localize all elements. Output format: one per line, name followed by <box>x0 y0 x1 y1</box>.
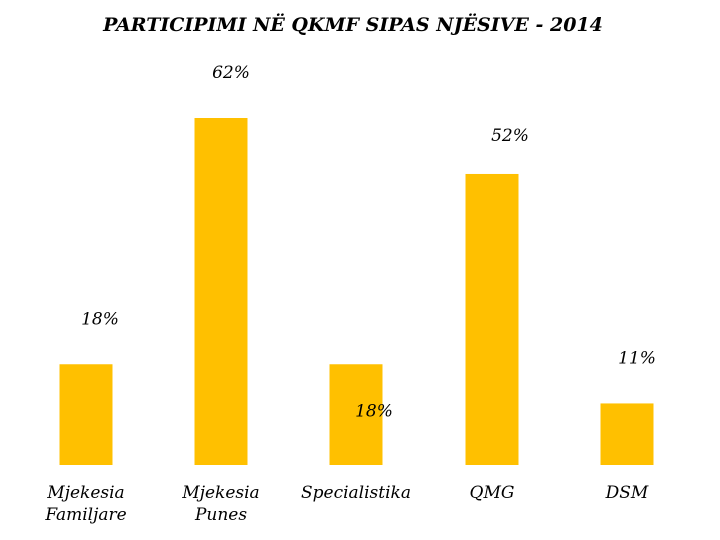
category-label-3: QMG <box>470 483 515 503</box>
bar-4 <box>600 403 654 465</box>
category-label-0: Mjekesia Familjare <box>44 483 126 525</box>
bars-group <box>59 118 654 465</box>
data-label-3: 52% <box>491 126 529 146</box>
bar-0 <box>59 364 113 465</box>
category-labels-group: Mjekesia Familjare Mjekesia Punes Specialist… <box>44 483 649 525</box>
category-label-4: DSM <box>605 483 649 503</box>
data-label-2: 18% <box>355 401 393 421</box>
data-label-0: 18% <box>81 309 119 329</box>
data-label-4: 11% <box>618 348 656 368</box>
bar-2 <box>329 364 383 465</box>
data-label-1: 62% <box>212 63 250 83</box>
data-labels-group: 18% 62% 18% 52% 11% <box>81 63 656 421</box>
category-label-2: Specialistika <box>301 483 411 503</box>
category-label-1: Mjekesia Punes <box>181 483 259 525</box>
bar-1 <box>194 118 248 465</box>
chart-title: PARTICIPIMI NË QKMF SIPAS NJËSIVE - 2014 <box>102 13 603 36</box>
bar-3 <box>465 173 519 465</box>
